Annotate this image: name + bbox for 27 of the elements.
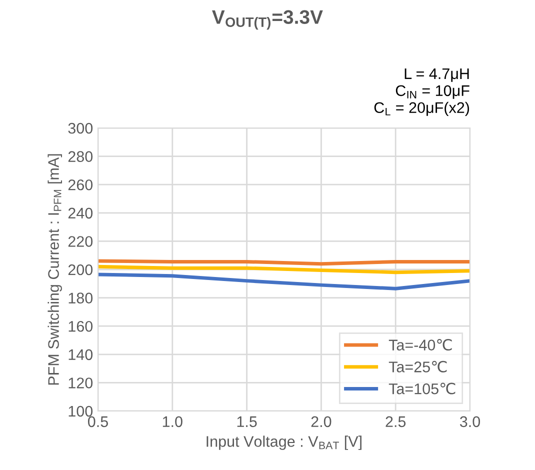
y-tick-label: 120 [68,378,93,388]
legend-label: Ta=25℃ [388,360,447,372]
x-tick-label: 3.0 [460,416,480,428]
chart-title: V$_{OUT(T)}$=3.3V [212,10,323,30]
x-tick-label: 0.5 [88,416,108,428]
y-tick-label: 300 [68,122,93,134]
text: C$_{IN}$ = 10μF [396,85,470,99]
y-tick-label: 260 [68,179,93,190]
text: L = 4.7μH [404,68,469,82]
y-tick-label: 140 [68,349,93,360]
x-tick-label: 2.5 [386,416,406,428]
x-tick-label: 1.5 [237,416,257,428]
y-tick-label: 280 [68,151,93,162]
y-tick-label: 160 [68,320,93,332]
x-tick-label: 1.0 [162,416,182,428]
x-axis-title: Input Voltage : V$_{BAT}$ [V] [206,436,362,450]
line-series [98,272,470,290]
y-tick-label: 180 [68,292,93,304]
y-tick-label: 220 [68,236,93,247]
y-tick-label: 200 [68,264,93,276]
y-tick-label: 240 [68,208,93,219]
text: C$_{L}$ = 20μF(x2) [374,102,470,116]
legend-label: Ta=-40℃ [388,338,452,351]
x-tick-label: 2.0 [311,416,332,428]
y-axis-title: PFM Switching Current : I$_{PFM}$ [mA] [48,154,62,385]
y-tick-label: 100 [68,406,93,417]
legend-label: Ta=105℃ [388,382,456,394]
